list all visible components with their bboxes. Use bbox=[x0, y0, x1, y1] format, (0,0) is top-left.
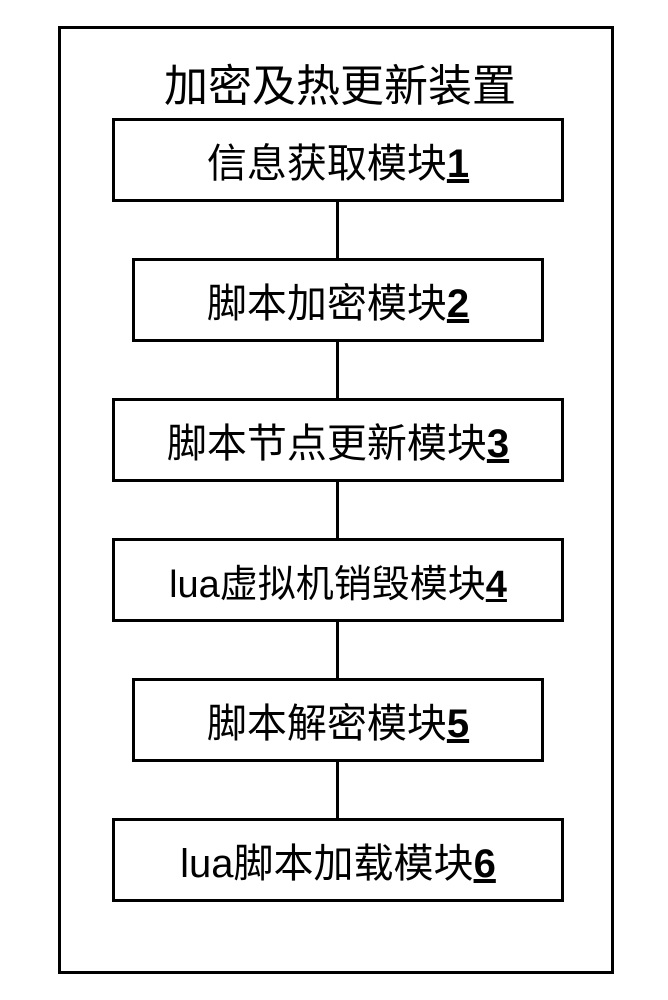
module-box-2: 脚本加密模块2 bbox=[132, 258, 544, 342]
module-box-3: 脚本节点更新模块3 bbox=[112, 398, 564, 482]
module-label: 脚本加密模块2 bbox=[207, 271, 469, 329]
module-label: lua脚本加载模块6 bbox=[180, 831, 496, 889]
module-label: 信息获取模块1 bbox=[207, 131, 469, 189]
module-box-6: lua脚本加载模块6 bbox=[112, 818, 564, 902]
connector-line-1 bbox=[336, 202, 339, 258]
connector-line-5 bbox=[336, 762, 339, 818]
module-label: 脚本节点更新模块3 bbox=[167, 411, 509, 469]
connector-line-2 bbox=[336, 342, 339, 398]
module-number: 2 bbox=[447, 282, 469, 326]
module-number: 5 bbox=[447, 702, 469, 746]
module-box-4: lua虚拟机销毁模块4 bbox=[112, 538, 564, 622]
diagram-title: 加密及热更新装置 bbox=[140, 50, 540, 114]
module-label: lua虚拟机销毁模块4 bbox=[169, 553, 507, 608]
module-box-5: 脚本解密模块5 bbox=[132, 678, 544, 762]
module-label: 脚本解密模块5 bbox=[207, 691, 469, 749]
module-box-1: 信息获取模块1 bbox=[112, 118, 564, 202]
connector-line-3 bbox=[336, 482, 339, 538]
connector-line-4 bbox=[336, 622, 339, 678]
diagram-canvas: 加密及热更新装置 信息获取模块1 脚本加密模块2 脚本节点更新模块3 lua虚拟机销毁… bbox=[0, 0, 668, 1000]
module-number: 6 bbox=[474, 842, 496, 886]
module-number: 4 bbox=[486, 564, 507, 606]
module-number: 3 bbox=[487, 422, 509, 466]
module-number: 1 bbox=[447, 142, 469, 186]
